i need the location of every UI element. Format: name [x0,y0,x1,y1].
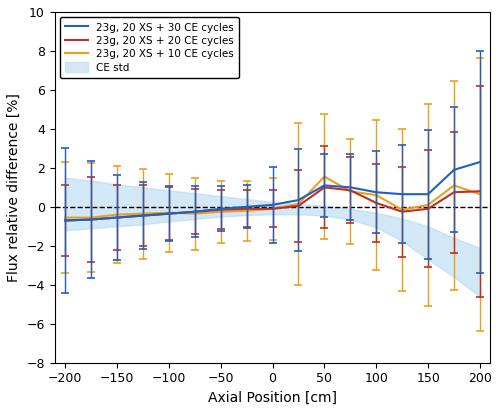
Legend: 23g, 20 XS + 30 CE cycles, 23g, 20 XS + 20 CE cycles, 23g, 20 XS + 10 CE cycles,: 23g, 20 XS + 30 CE cycles, 23g, 20 XS + … [60,17,240,78]
Y-axis label: Flux relative difference [%]: Flux relative difference [%] [7,93,21,282]
X-axis label: Axial Position [cm]: Axial Position [cm] [208,391,337,405]
